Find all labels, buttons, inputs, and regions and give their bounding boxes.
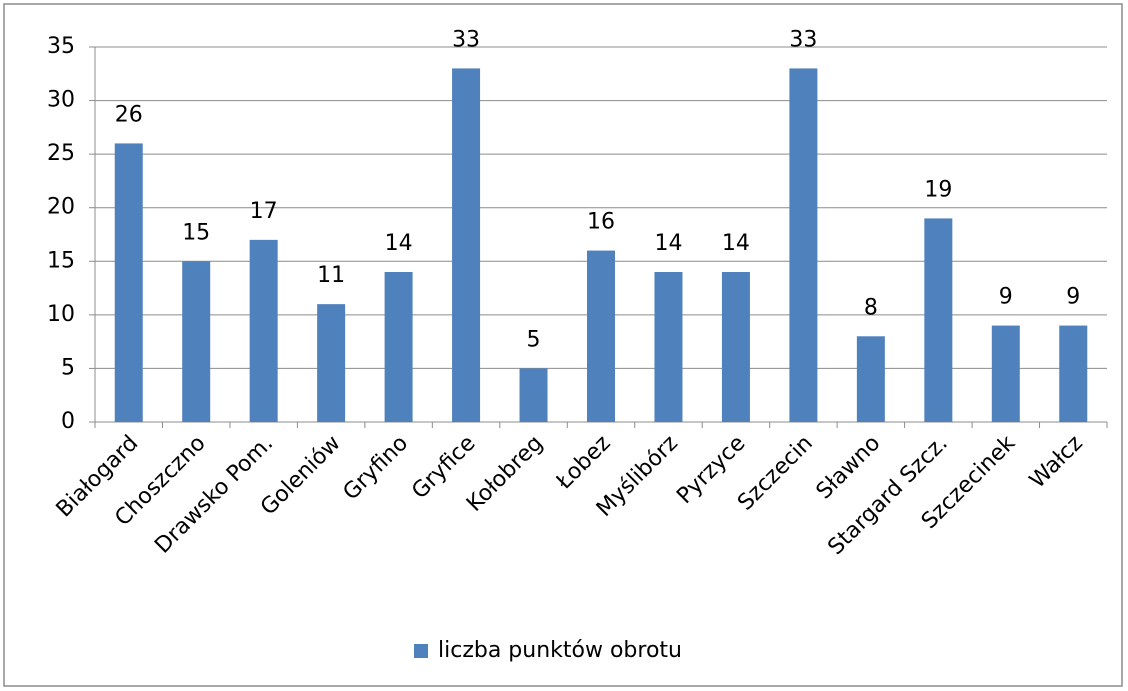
data-label: 14 xyxy=(385,231,413,256)
y-tick-label: 35 xyxy=(47,34,75,59)
bar xyxy=(789,68,818,422)
bar xyxy=(991,325,1020,422)
y-tick-label: 20 xyxy=(47,195,75,220)
bar xyxy=(654,272,683,422)
y-tick-label: 25 xyxy=(47,141,75,166)
legend-label: liczba punktów obrotu xyxy=(438,638,682,663)
y-tick-label: 10 xyxy=(47,302,75,327)
bar xyxy=(1059,325,1088,422)
data-label: 14 xyxy=(722,231,750,256)
legend-swatch xyxy=(414,644,428,658)
bar xyxy=(856,336,885,422)
bar xyxy=(519,368,548,422)
data-label: 19 xyxy=(924,177,952,202)
data-label: 9 xyxy=(1066,285,1080,310)
data-label: 9 xyxy=(999,285,1013,310)
y-tick-label: 0 xyxy=(61,409,75,434)
bar xyxy=(182,261,211,422)
data-label: 5 xyxy=(527,327,541,352)
data-label: 26 xyxy=(115,102,143,127)
data-label: 15 xyxy=(182,220,210,245)
bar xyxy=(114,143,143,422)
data-label: 17 xyxy=(250,199,278,224)
data-label: 14 xyxy=(654,231,682,256)
bar xyxy=(384,272,413,422)
y-tick-label: 30 xyxy=(47,88,75,113)
chart-frame xyxy=(3,3,1123,687)
bar xyxy=(317,304,346,422)
data-label: 33 xyxy=(452,27,480,52)
data-label: 8 xyxy=(864,295,878,320)
bar xyxy=(249,239,278,422)
data-label: 16 xyxy=(587,210,615,235)
y-tick-label: 15 xyxy=(47,248,75,273)
bar xyxy=(721,272,750,422)
data-label: 11 xyxy=(317,263,345,288)
bar xyxy=(587,250,615,422)
data-label: 33 xyxy=(789,27,817,52)
bar xyxy=(924,218,953,422)
y-tick-label: 5 xyxy=(61,355,75,380)
bar xyxy=(452,68,481,422)
